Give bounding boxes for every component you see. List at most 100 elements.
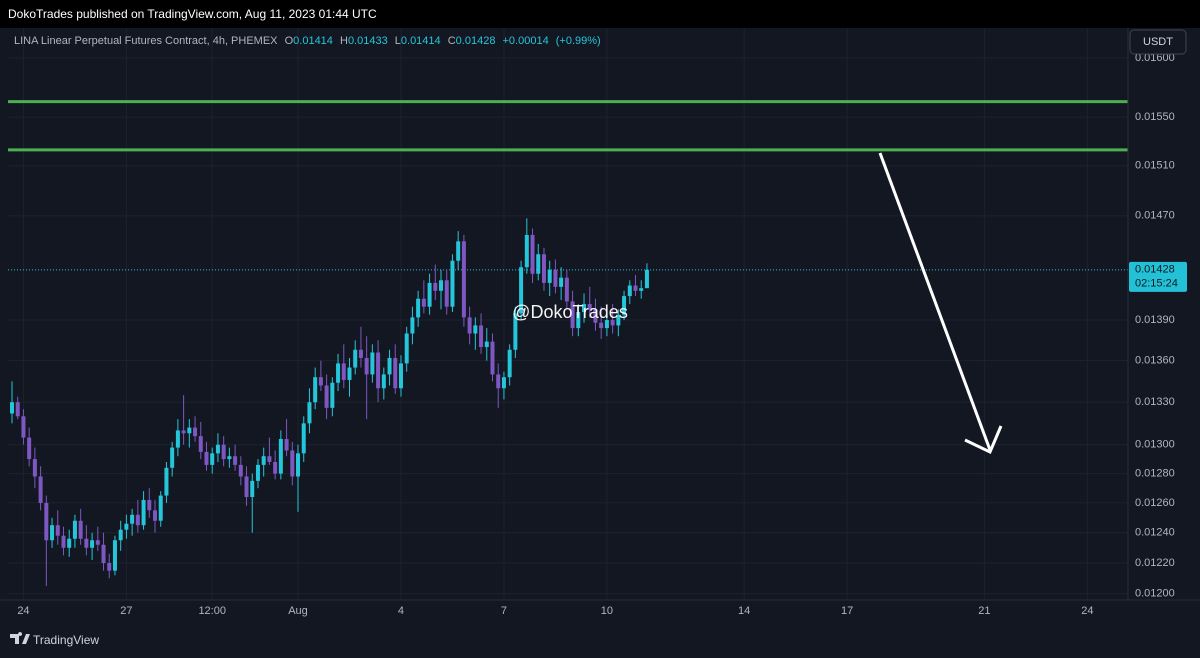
candle-body bbox=[44, 502, 49, 541]
candle-body bbox=[513, 313, 518, 350]
x-tick-label: 27 bbox=[120, 605, 132, 617]
candle-body bbox=[341, 363, 346, 380]
candle-body bbox=[147, 499, 152, 511]
countdown-label: 02:15:24 bbox=[1135, 278, 1178, 290]
candle-body bbox=[484, 341, 489, 348]
candle-body bbox=[347, 367, 352, 380]
y-tick-label: 0.01220 bbox=[1135, 557, 1175, 569]
candle-body bbox=[501, 377, 506, 389]
candle-body bbox=[490, 341, 495, 375]
button-frame[interactable] bbox=[1129, 29, 1187, 55]
candle-body bbox=[421, 298, 426, 307]
candle-body bbox=[27, 437, 32, 460]
watermark: @DokoTrades bbox=[512, 302, 628, 322]
candle-body bbox=[32, 459, 37, 477]
candle-body bbox=[164, 467, 169, 496]
last-price-label: 0.01428 bbox=[1135, 264, 1175, 276]
candle-body bbox=[187, 427, 192, 434]
candle-body bbox=[376, 352, 381, 389]
candle-body bbox=[296, 453, 301, 477]
candle-body bbox=[118, 529, 123, 541]
candle-body bbox=[255, 464, 260, 481]
legend-letter: C bbox=[448, 35, 456, 47]
arrow bbox=[878, 152, 1003, 455]
candle-body bbox=[267, 456, 272, 462]
candle-body bbox=[284, 438, 289, 451]
candle-body bbox=[473, 325, 478, 334]
candle-body bbox=[227, 456, 232, 460]
y-tick-label: 0.01200 bbox=[1135, 588, 1175, 600]
candle-body bbox=[616, 314, 621, 326]
last-price-box bbox=[1129, 261, 1187, 292]
candle-body bbox=[450, 260, 455, 307]
candle-body bbox=[210, 453, 215, 465]
candle-body bbox=[387, 357, 392, 375]
candle-body bbox=[238, 464, 243, 477]
candle-body bbox=[38, 476, 43, 503]
publisher-text: DokoTrades published on TradingView.com,… bbox=[8, 7, 377, 21]
candle-body bbox=[90, 540, 95, 548]
candle-body bbox=[559, 277, 564, 287]
candle-body bbox=[10, 402, 15, 414]
candle-body bbox=[536, 254, 541, 274]
candle-body bbox=[479, 325, 484, 348]
candle-body bbox=[101, 544, 106, 563]
levels bbox=[8, 100, 1128, 271]
candle-body bbox=[610, 320, 615, 326]
axes: 0.01600 0.01550 0.01510 0.01470 0.01390 0.013… bbox=[17, 52, 1187, 617]
candle-body bbox=[582, 304, 587, 313]
candle-body bbox=[364, 357, 369, 375]
candle-body bbox=[55, 525, 60, 536]
candle-body bbox=[130, 514, 135, 524]
candle-body bbox=[541, 254, 546, 283]
footer: TradingView bbox=[10, 632, 99, 647]
candle-body bbox=[576, 312, 581, 329]
legend-letter: H bbox=[340, 35, 348, 47]
x-tick-label: Aug bbox=[288, 605, 308, 617]
candle-body bbox=[553, 269, 558, 287]
candle-body bbox=[78, 520, 83, 539]
candle-body bbox=[410, 317, 415, 334]
y-tick-label: 0.01510 bbox=[1135, 160, 1175, 172]
candle-body bbox=[404, 333, 409, 364]
y-tick-label: 0.01330 bbox=[1135, 396, 1175, 408]
x-tick-label: 24 bbox=[1081, 605, 1093, 617]
currency-button[interactable]: USDT bbox=[1129, 29, 1187, 55]
candle-body bbox=[318, 377, 323, 386]
legend-value: 0.01414 bbox=[401, 35, 441, 47]
candle-body bbox=[530, 234, 535, 274]
candle-body bbox=[599, 322, 604, 329]
brand-name: TradingView bbox=[33, 633, 99, 647]
candle-body bbox=[627, 285, 632, 297]
arrow-head bbox=[964, 425, 1003, 455]
legend-change-pct: (+0.99%) bbox=[556, 35, 601, 47]
candle-body bbox=[439, 280, 444, 291]
candle-body bbox=[153, 510, 158, 521]
legend: LINA Linear Perpetual Futures Contract, … bbox=[14, 35, 601, 47]
legend-value: 0.01428 bbox=[456, 35, 496, 47]
candle-body bbox=[61, 535, 66, 548]
y-tick-label: 0.01470 bbox=[1135, 210, 1175, 222]
header-bar bbox=[0, 0, 1200, 28]
symbol: LINA Linear Perpetual Futures Contract, … bbox=[14, 35, 278, 47]
candle-body bbox=[587, 304, 592, 310]
candle-body bbox=[398, 363, 403, 389]
candle-body bbox=[393, 357, 398, 389]
candle-body bbox=[261, 456, 266, 465]
y-tick-label: 0.01240 bbox=[1135, 527, 1175, 539]
candle-body bbox=[358, 349, 363, 358]
candle-body bbox=[50, 525, 55, 541]
candle-body bbox=[273, 461, 278, 474]
candle-body bbox=[107, 562, 112, 571]
candle-body bbox=[250, 480, 255, 498]
candle-body bbox=[570, 301, 575, 329]
candle-body bbox=[170, 447, 175, 468]
candle-body bbox=[278, 438, 283, 474]
candle-body bbox=[644, 269, 649, 289]
candle-body bbox=[72, 520, 77, 539]
candle-body bbox=[124, 523, 129, 530]
button-label[interactable]: USDT bbox=[1143, 36, 1173, 48]
candle-body bbox=[67, 538, 72, 548]
candle-body bbox=[456, 241, 461, 261]
